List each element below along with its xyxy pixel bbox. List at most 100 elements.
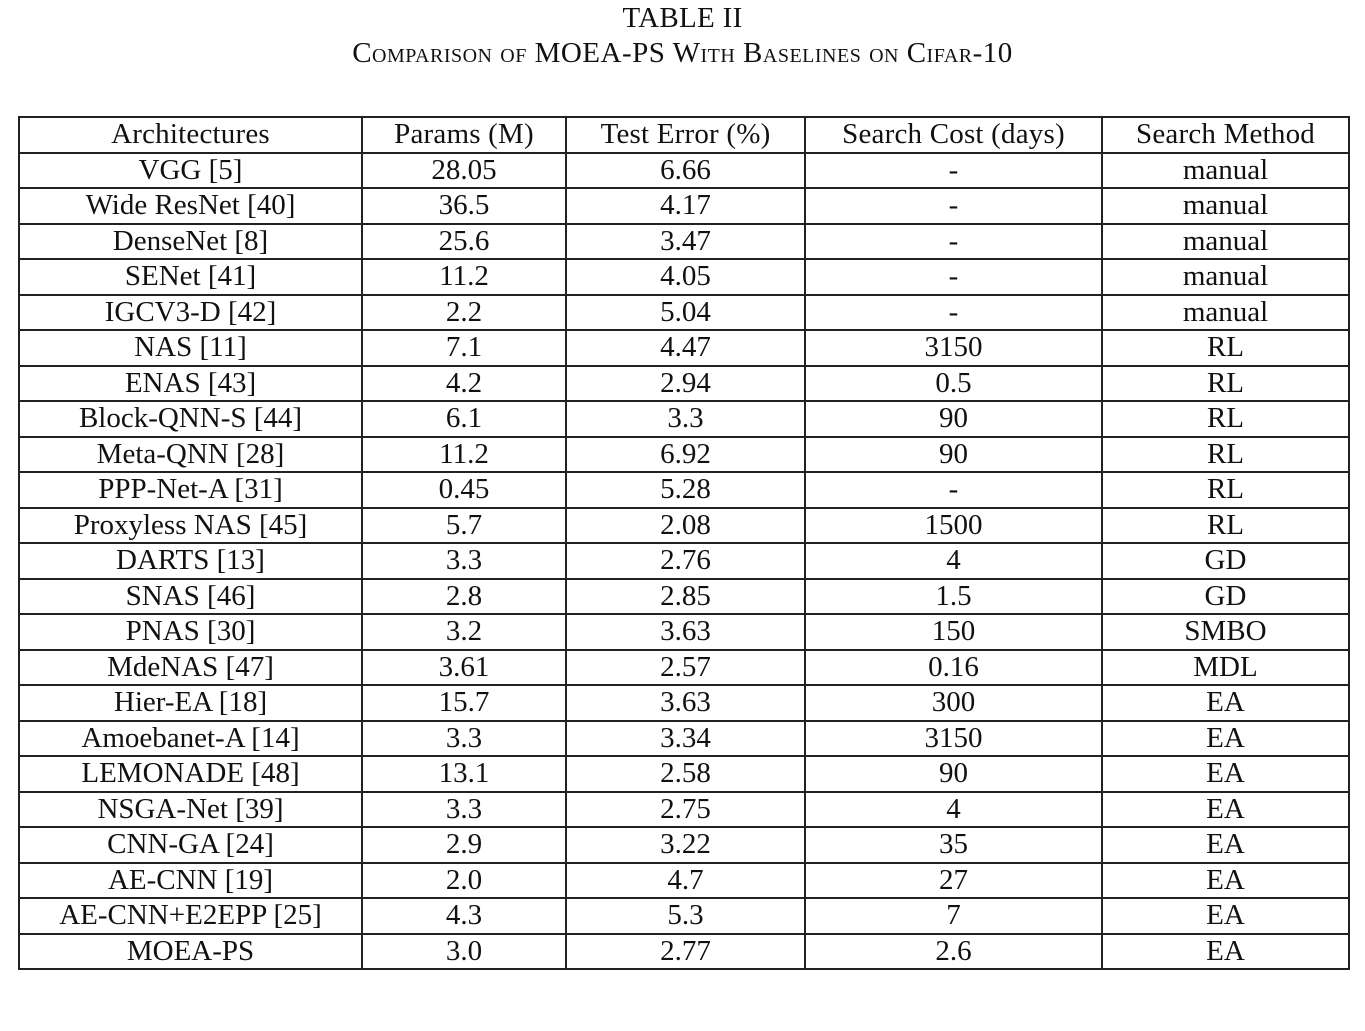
cell-search-method: EA [1101,719,1350,757]
table-row: NSGA-Net [39] 3.3 2.75 4 EA [18,790,1350,828]
cell-test-error: 3.63 [565,684,806,722]
cell-test-error: 3.22 [565,826,806,864]
cell-search-cost: 3150 [804,329,1103,367]
cell-architecture: DARTS [13] [18,542,363,580]
table-row: ENAS [43] 4.2 2.94 0.5 RL [18,364,1350,402]
cell-architecture: DenseNet [8] [18,222,363,260]
cell-search-method: EA [1101,684,1350,722]
table-row: PNAS [30] 3.2 3.63 150 SMBO [18,613,1350,651]
table-row: Hier-EA [18] 15.7 3.63 300 EA [18,684,1350,722]
cell-search-cost: - [804,258,1103,296]
cell-search-method: manual [1101,258,1350,296]
cell-params: 2.2 [361,293,567,331]
cell-architecture: NAS [11] [18,329,363,367]
cell-test-error: 5.04 [565,293,806,331]
cell-params: 25.6 [361,222,567,260]
cell-search-cost: 150 [804,613,1103,651]
table-row: SNAS [46] 2.8 2.85 1.5 GD [18,577,1350,615]
cell-test-error: 4.47 [565,329,806,367]
cell-test-error: 2.75 [565,790,806,828]
cell-search-method: RL [1101,364,1350,402]
cell-params: 3.61 [361,648,567,686]
cell-architecture: Wide ResNet [40] [18,187,363,225]
cell-params: 36.5 [361,187,567,225]
cell-search-method: EA [1101,932,1350,970]
cell-test-error: 3.3 [565,400,806,438]
cell-search-method: EA [1101,897,1350,935]
cell-test-error: 4.7 [565,861,806,899]
cell-params: 15.7 [361,684,567,722]
cell-params: 4.2 [361,364,567,402]
cell-search-cost: 2.6 [804,932,1103,970]
cell-test-error: 3.63 [565,613,806,651]
table-row: DARTS [13] 3.3 2.76 4 GD [18,542,1350,580]
table-row: Amoebanet-A [14] 3.3 3.34 3150 EA [18,719,1350,757]
cell-search-method: RL [1101,435,1350,473]
cell-search-method: RL [1101,400,1350,438]
cell-test-error: 4.05 [565,258,806,296]
cell-test-error: 2.08 [565,506,806,544]
cell-search-method: EA [1101,861,1350,899]
cell-params: 13.1 [361,755,567,793]
cell-search-method: RL [1101,506,1350,544]
table-row: MdeNAS [47] 3.61 2.57 0.16 MDL [18,648,1350,686]
cell-search-cost: 0.16 [804,648,1103,686]
table-row: AE-CNN+E2EPP [25] 4.3 5.3 7 EA [18,897,1350,935]
cell-params: 0.45 [361,471,567,509]
cell-params: 2.8 [361,577,567,615]
cell-search-cost: - [804,222,1103,260]
cell-params: 11.2 [361,258,567,296]
cell-test-error: 3.47 [565,222,806,260]
cell-architecture: Block-QNN-S [44] [18,400,363,438]
cell-params: 3.0 [361,932,567,970]
cell-search-cost: 0.5 [804,364,1103,402]
cell-architecture: SNAS [46] [18,577,363,615]
table-row: AE-CNN [19] 2.0 4.7 27 EA [18,861,1350,899]
cell-search-method: manual [1101,187,1350,225]
table-row: NAS [11] 7.1 4.47 3150 RL [18,329,1350,367]
cell-params: 4.3 [361,897,567,935]
cell-search-cost: 90 [804,755,1103,793]
column-header-architectures: Architectures [18,116,363,154]
table-row: Meta-QNN [28] 11.2 6.92 90 RL [18,435,1350,473]
cell-params: 28.05 [361,151,567,189]
cell-architecture: VGG [5] [18,151,363,189]
cell-architecture: Meta-QNN [28] [18,435,363,473]
column-header-search-cost: Search Cost (days) [804,116,1103,154]
table-row: Proxyless NAS [45] 5.7 2.08 1500 RL [18,506,1350,544]
cell-search-cost: 90 [804,435,1103,473]
cell-architecture: LEMONADE [48] [18,755,363,793]
cell-params: 3.3 [361,790,567,828]
cell-architecture: Hier-EA [18] [18,684,363,722]
table-label: TABLE II [622,2,743,34]
cell-search-method: EA [1101,790,1350,828]
column-header-search-method: Search Method [1101,116,1350,154]
table-row: IGCV3-D [42] 2.2 5.04- manual [18,293,1350,331]
cell-architecture: SENet [41] [18,258,363,296]
cell-search-cost: 3150 [804,719,1103,757]
cell-search-method: manual [1101,151,1350,189]
cell-search-method: GD [1101,542,1350,580]
table-row: MOEA-PS 3.0 2.77 2.6 EA [18,932,1350,970]
cell-params: 2.9 [361,826,567,864]
table-title: Comparison of MOEA-PS With Baselines on … [352,37,1013,69]
cell-architecture: NSGA-Net [39] [18,790,363,828]
cell-architecture: MdeNAS [47] [18,648,363,686]
cell-search-cost: 1500 [804,506,1103,544]
cell-params: 5.7 [361,506,567,544]
cell-test-error: 5.3 [565,897,806,935]
cell-search-method: EA [1101,826,1350,864]
cell-search-cost: 27 [804,861,1103,899]
cell-search-method: SMBO [1101,613,1350,651]
cell-search-method: RL [1101,471,1350,509]
table-row: CNN-GA [24] 2.9 3.22 35 EA [18,826,1350,864]
table-body: VGG [5] 28.05 6.66- manual Wide ResNet [40] 3… [18,151,1350,970]
cell-params: 3.2 [361,613,567,651]
cell-test-error: 3.34 [565,719,806,757]
table-row: VGG [5] 28.05 6.66- manual [18,151,1350,189]
cell-architecture: PPP-Net-A [31] [18,471,363,509]
cell-search-cost: 4 [804,542,1103,580]
cell-architecture: AE-CNN [19] [18,861,363,899]
cell-test-error: 6.92 [565,435,806,473]
table-row: Wide ResNet [40] 36.5 4.17- manual [18,187,1350,225]
